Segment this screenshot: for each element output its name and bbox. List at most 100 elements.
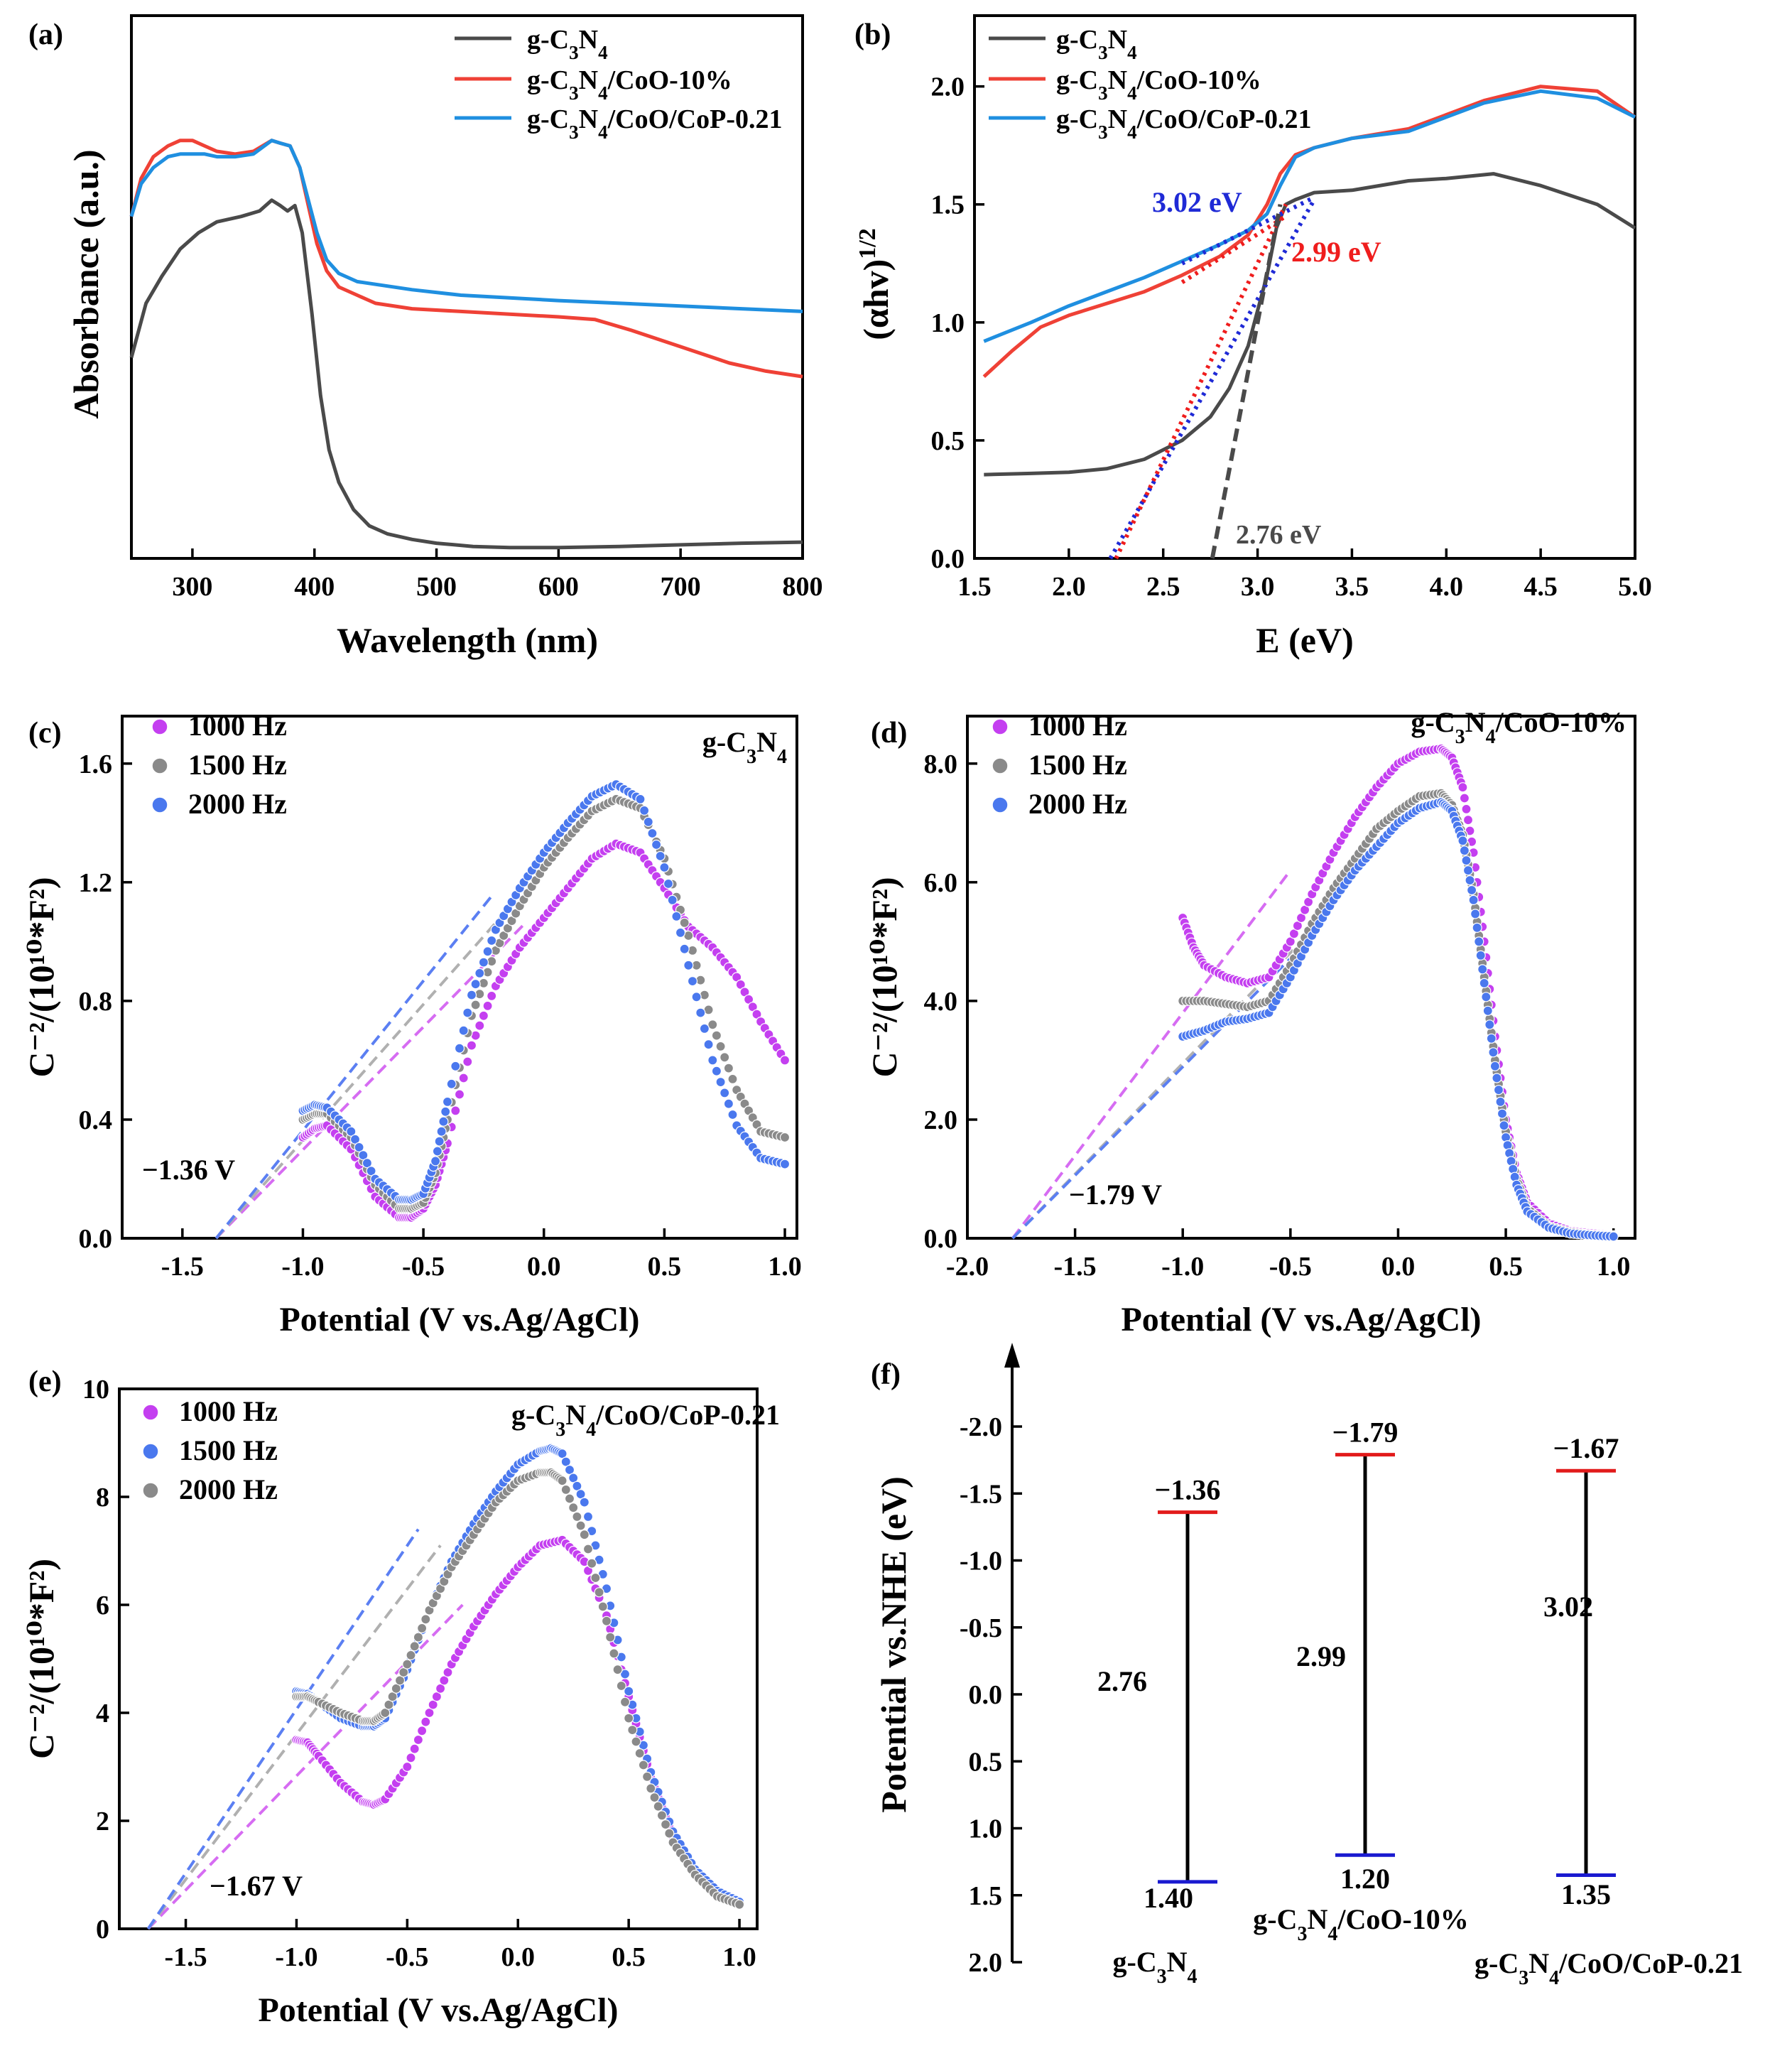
data-point [579, 1497, 590, 1508]
x-tick-label: 1.0 [722, 1942, 756, 1972]
sample-name-label: g-C3N4/CoO-10% [1253, 1903, 1469, 1945]
formula-text: g-C [1475, 1947, 1519, 1979]
formula-text: /CoO/CoP-0.21 [607, 104, 783, 134]
data-point [458, 1025, 469, 1036]
formula-text: g-C [1056, 25, 1098, 55]
data-point [656, 1810, 668, 1821]
legend-label: 1500 Hz [1028, 749, 1127, 781]
data-point [440, 1106, 451, 1117]
data-point [587, 1558, 597, 1569]
x-axis-title: Potential (V vs.Ag/AgCl) [258, 1991, 618, 2029]
x-tick-label: 0.5 [612, 1942, 646, 1972]
data-point [723, 1063, 734, 1073]
sample-name-label: g-C3N4 [1112, 1946, 1197, 1988]
sample-name-label: g-C3N4 [702, 726, 787, 768]
data-point [482, 1000, 493, 1012]
data-point [1477, 964, 1488, 975]
y-tick-label: -0.5 [960, 1613, 1002, 1643]
data-point [572, 1481, 582, 1491]
x-tick-label: 600 [538, 572, 579, 602]
data-point [349, 1134, 361, 1144]
data-point [1467, 884, 1477, 896]
formula-subscript: 3 [1098, 121, 1108, 143]
data-point [1489, 1061, 1500, 1071]
series-line-0 [984, 172, 1636, 477]
x-tick-label: 800 [783, 572, 823, 602]
fit-dashed-line-0 [215, 922, 526, 1240]
data-point [564, 1493, 575, 1504]
bandgap-annotation: 2.99 eV [1291, 236, 1381, 268]
data-point [1499, 1120, 1509, 1131]
y-tick-label: 2.0 [931, 72, 965, 102]
y-axis-title: C⁻²/(10¹⁰*F²) [21, 1559, 61, 1759]
data-point [663, 878, 674, 889]
legend-label: g-C3N4/CoO/CoP-0.21 [527, 104, 783, 143]
formula-subscript: 4 [777, 746, 787, 768]
legend-marker [142, 1482, 159, 1499]
data-point [679, 943, 690, 954]
gap-value-label: 2.76 [1097, 1665, 1147, 1697]
data-point [1459, 845, 1470, 856]
x-tick-label: 0.0 [527, 1252, 561, 1282]
formula-text: N [1307, 1903, 1327, 1935]
legend-label: g-C3N4/CoO-10% [1056, 65, 1261, 104]
data-point [597, 1601, 608, 1612]
formula-text: g-C [1253, 1903, 1297, 1935]
fit-dashed-line-1 [215, 911, 506, 1240]
data-point [564, 1464, 575, 1476]
legend-label: g-C3N4/CoO-10% [527, 65, 732, 104]
data-point [391, 1683, 401, 1694]
legend-label: 2000 Hz [1028, 788, 1127, 820]
cb-value-label: −1.67 [1553, 1432, 1619, 1464]
x-axis-title: Potential (V vs.Ag/AgCl) [1121, 1301, 1481, 1338]
x-tick-label: 0.0 [501, 1942, 536, 1972]
formula-subscript: 4 [1188, 1966, 1198, 1988]
data-point [557, 1449, 568, 1459]
plot-frame [966, 715, 1636, 1240]
data-point [646, 1783, 656, 1794]
data-point [779, 1159, 791, 1169]
x-tick-label: 500 [416, 572, 457, 602]
plot-frame [973, 14, 1636, 560]
intercept-label: −1.67 V [210, 1870, 303, 1902]
tangent-fit-4 [1210, 204, 1283, 559]
x-tick-label: 1.5 [957, 572, 992, 602]
x-tick-label: -0.5 [1269, 1252, 1312, 1282]
x-tick-label: 0.5 [1489, 1252, 1523, 1282]
data-point [639, 805, 650, 816]
data-point [434, 1136, 445, 1147]
sample-name-label: g-C3N4/CoO/CoP-0.21 [511, 1399, 780, 1441]
data-point [1488, 1047, 1499, 1058]
series-line-1 [982, 85, 1636, 379]
data-point [715, 1076, 726, 1088]
data-point [442, 1096, 453, 1108]
y-axis-arrow [1004, 1343, 1020, 1368]
chart-panel-b: 1.5 2.0 2.5 3.0 3.5 4.0 4.5 5.0 0.0 0.5 1.0 1.5 2.0 (… [854, 14, 1652, 660]
data-point [1474, 936, 1484, 947]
formula-subscript: 4 [1127, 42, 1137, 63]
data-point [454, 1089, 465, 1100]
x-tick-label: 300 [172, 572, 212, 602]
formula-subscript: 3 [1455, 726, 1465, 748]
y-tick-label: 1.5 [931, 190, 965, 220]
formula-subscript: 4 [1127, 82, 1137, 104]
data-point [779, 1132, 791, 1143]
data-point [487, 990, 497, 1002]
bandgap-annotation: 2.76 eV [1236, 520, 1322, 550]
y-tick-label: 0.0 [79, 1224, 113, 1254]
y-tick-label: 6.0 [924, 868, 958, 898]
data-point [568, 1503, 579, 1513]
data-point [624, 1713, 634, 1723]
y-axis-title: C⁻²/(10¹⁰*F²) [864, 877, 904, 1077]
x-tick-label: -1.5 [161, 1252, 204, 1282]
series-line-2 [129, 139, 803, 313]
data-point [1462, 815, 1474, 826]
data-point [631, 1736, 641, 1747]
legend-label: 1000 Hz [188, 710, 287, 742]
y-tick-label: 8 [96, 1483, 109, 1512]
formula-subscript: 3 [1297, 1923, 1307, 1945]
vb-value-label: 1.40 [1144, 1882, 1193, 1914]
data-point [649, 1792, 660, 1803]
data-point [624, 1686, 634, 1696]
data-point [416, 1726, 428, 1736]
